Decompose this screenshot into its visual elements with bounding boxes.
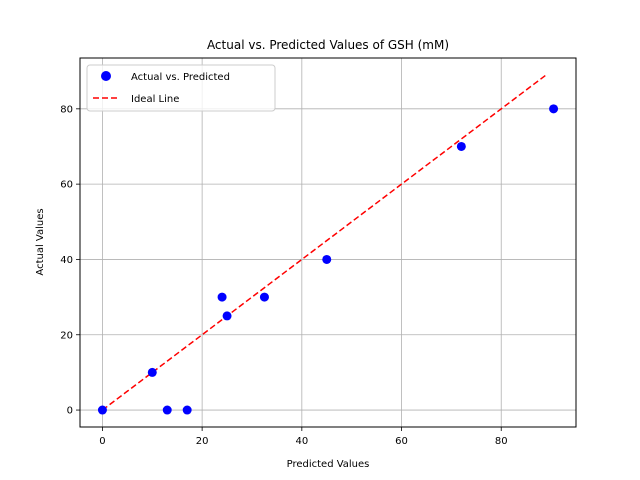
x-tick-label: 40 [295, 436, 308, 447]
y-tick-label: 0 [67, 406, 73, 417]
scatter-point [549, 104, 559, 114]
data-layer [97, 74, 559, 415]
x-axis-label: Predicted Values [287, 459, 370, 470]
scatter-point [322, 254, 332, 264]
scatter-point [162, 405, 172, 415]
y-axis-label: Actual Values [35, 208, 46, 275]
legend-entry-ideal-line: Ideal Line [131, 94, 179, 105]
scatter-point [97, 405, 107, 415]
grid [80, 58, 576, 427]
legend-entry-actual-vs-predicted: Actual vs. Predicted [131, 72, 230, 83]
legend: Actual vs. Predicted Ideal Line [86, 64, 276, 112]
y-tick-label: 20 [60, 330, 73, 341]
scatter-point [147, 367, 157, 377]
x-tick-label: 0 [99, 436, 105, 447]
legend-frame [86, 64, 276, 112]
scatter-point [259, 292, 269, 302]
y-tick-label: 60 [60, 180, 73, 191]
legend-scatter-marker [101, 71, 111, 81]
scatter-point [222, 311, 232, 321]
chart-title: Actual vs. Predicted Values of GSH (mM) [207, 38, 449, 52]
y-tick-label: 40 [60, 255, 73, 266]
ideal-line [101, 74, 547, 411]
x-tick-label: 80 [495, 436, 508, 447]
scatter-point [182, 405, 192, 415]
x-tick-label: 60 [395, 436, 408, 447]
scatter-point [217, 292, 227, 302]
plot-area-frame [79, 57, 577, 428]
axis-ticks: 0 20 40 60 80 0 20 40 60 80 [60, 104, 507, 447]
x-tick-label: 20 [196, 436, 209, 447]
scatter-point [456, 141, 466, 151]
y-tick-label: 80 [60, 104, 73, 115]
